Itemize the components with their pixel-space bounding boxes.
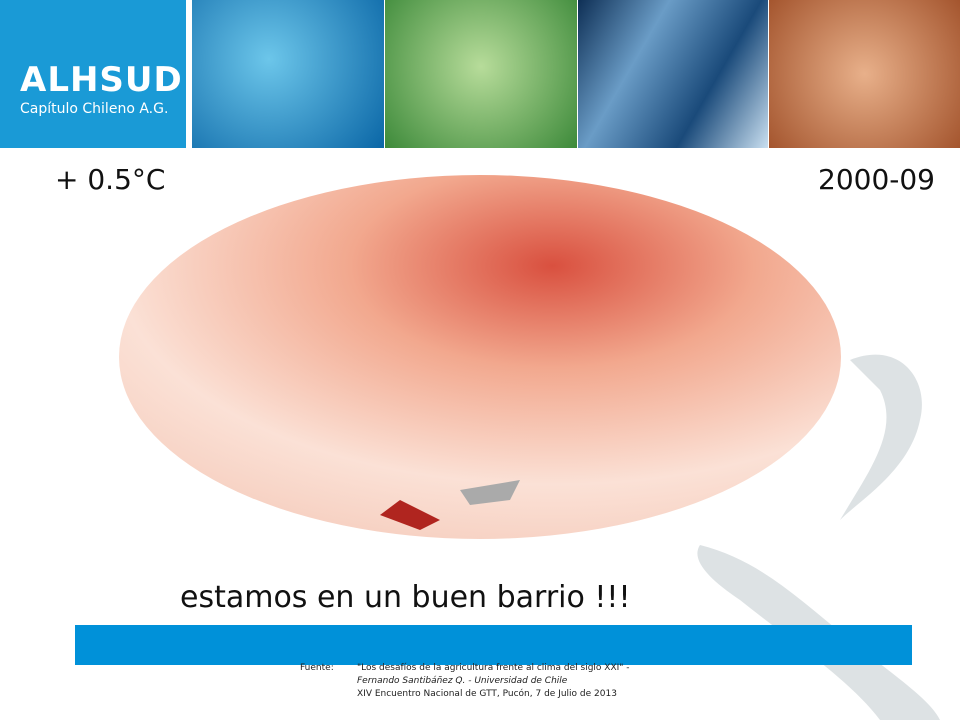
caption: estamos en un buen barrio !!! — [180, 580, 631, 615]
wave-image — [578, 0, 768, 148]
logo-title: ALHSUD — [20, 60, 183, 100]
map-hotspot — [380, 500, 440, 530]
logo-subtitle: Capítulo Chileno A.G. — [20, 101, 169, 117]
world-map — [119, 175, 841, 539]
splash — [840, 354, 922, 520]
source-line: Fernando Santibáñez Q. - Universidad de … — [357, 676, 568, 686]
anomaly-label: + 0.5°C — [55, 163, 166, 196]
water-image — [192, 0, 384, 148]
map-ice — [460, 480, 520, 505]
leaf-image — [385, 0, 577, 148]
logo: ALHSUD Capítulo Chileno A.G. — [0, 0, 186, 148]
source-label: Fuente: — [300, 663, 334, 673]
blue-bar — [75, 625, 912, 665]
copper-image — [769, 0, 960, 148]
period-label: 2000-09 — [818, 163, 935, 196]
source-line: XIV Encuentro Nacional de GTT, Pucón, 7 … — [357, 689, 617, 699]
source-line: "Los desafíos de la agricultura frente a… — [357, 663, 630, 673]
